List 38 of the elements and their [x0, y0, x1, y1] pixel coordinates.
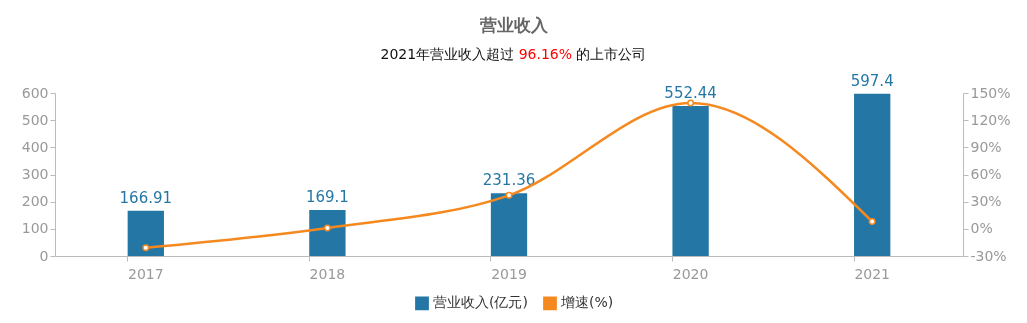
bar	[490, 193, 528, 256]
x-tick-label: 2017	[127, 265, 164, 282]
y2-tick-label: 60%	[970, 166, 1002, 182]
data-label: 169.1	[305, 188, 349, 207]
y2-tick-label: -30%	[970, 247, 1007, 264]
y2-tick-label: 120%	[970, 111, 1011, 128]
x-tick-label: 2021	[854, 265, 891, 282]
point	[323, 224, 331, 232]
bar	[672, 105, 709, 256]
y-tick-label: 400	[21, 138, 49, 155]
bar	[854, 93, 891, 256]
y2-tick-label: 0%	[970, 220, 993, 237]
chart-subtitle: 2021年营业收入超过 96.16% 的上市公司	[380, 46, 647, 62]
y2-tick-label: 90%	[970, 138, 1002, 155]
data-label: 597.4	[850, 71, 894, 90]
data-label: 166.91	[119, 188, 173, 207]
legend-label: 增速(%)	[560, 294, 614, 311]
data-label: 552.44	[664, 83, 717, 102]
data-label: 231.36	[482, 171, 536, 190]
y-tick-label: 200	[21, 193, 49, 210]
chart-title: 营业收入	[478, 14, 549, 37]
y-tick-label: 600	[21, 84, 49, 101]
y-tick-label: 100	[21, 220, 49, 237]
y2-tick-label: 150%	[970, 84, 1011, 101]
bar	[309, 210, 346, 256]
bar	[127, 210, 164, 256]
point	[687, 99, 695, 107]
y2-tick-label: 30%	[970, 193, 1002, 210]
y-tick-label: 0	[39, 247, 49, 264]
y-tick-label: 500	[21, 111, 49, 128]
point	[505, 191, 513, 199]
point	[868, 218, 876, 226]
x-tick-label: 2020	[672, 265, 709, 282]
x-tick-label: 2019	[491, 265, 527, 282]
x-tick-label: 2018	[309, 265, 346, 282]
point	[142, 244, 150, 252]
y-tick-label: 300	[21, 166, 49, 182]
legend-label: 营业收入(亿元)	[433, 294, 528, 311]
